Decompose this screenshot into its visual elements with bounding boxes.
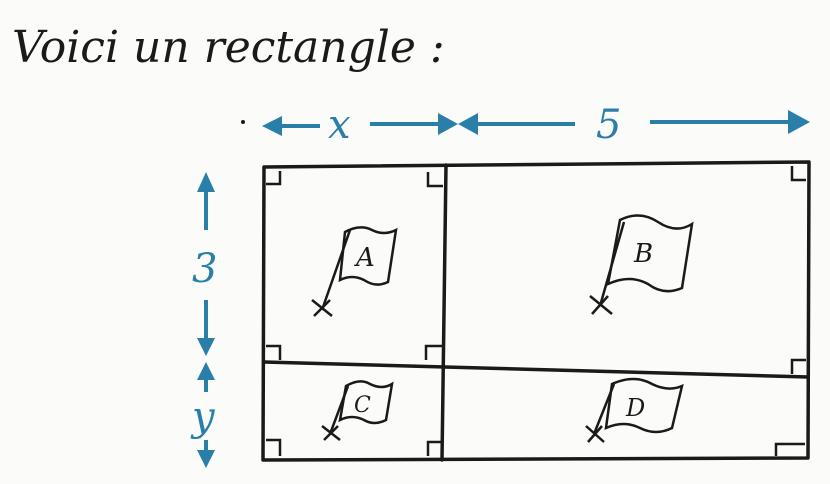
rectangle-outline (261, 160, 811, 462)
arrow-3-bottom-head (197, 338, 215, 356)
arrow-x-left-head (262, 116, 282, 136)
label-x: x (328, 102, 351, 148)
outer-border (261, 160, 811, 462)
flag-b (589, 214, 694, 315)
flag-c-banner (338, 380, 394, 425)
dimension-left (197, 172, 215, 468)
flag-b-cross-icon (589, 295, 613, 315)
right-angle-markers (266, 166, 806, 456)
dot-mark (241, 120, 245, 124)
arrow-3-top-head (197, 172, 215, 192)
flag-a-pole (320, 229, 352, 311)
flag-a-cross-icon (311, 299, 333, 317)
arrow-y-bottom-head (197, 450, 215, 468)
flag-b-banner (606, 214, 694, 293)
label-3: 3 (192, 246, 217, 292)
arrow-5-left-head (458, 113, 478, 135)
flag-d-cross-icon (585, 425, 605, 443)
flag-d-label: D (625, 394, 645, 422)
diagram-title: Voici un rectangle : (12, 22, 445, 73)
flag-a-label: A (354, 243, 375, 273)
flag-d-banner (604, 377, 684, 434)
flag-a-banner (338, 226, 398, 286)
horizontal-divider (262, 360, 810, 379)
flag-c (321, 380, 394, 441)
flag-c-label: C (354, 393, 371, 418)
arrow-y-top-head (197, 362, 215, 380)
flag-a (311, 226, 398, 317)
vertical-divider (440, 163, 448, 462)
flag-c-cross-icon (321, 425, 341, 441)
dimension-top (262, 110, 810, 136)
flag-b-label: B (633, 239, 653, 269)
arrow-x-right-head (438, 113, 458, 135)
arrow-5-right-head (788, 110, 810, 134)
label-y: y (190, 394, 216, 440)
flag-d (585, 377, 684, 443)
label-5: 5 (596, 102, 621, 148)
